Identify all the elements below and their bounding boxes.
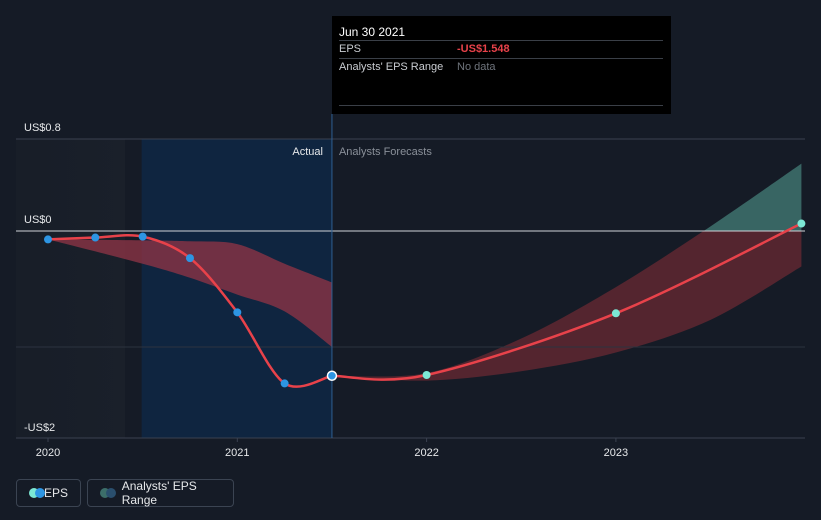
actual-eps-range-band xyxy=(48,239,332,347)
x-axis-label: 2022 xyxy=(414,447,438,459)
legend-eps-label: EPS xyxy=(43,486,68,500)
tooltip-divider xyxy=(339,105,663,106)
tooltip-eps-label: EPS xyxy=(339,43,362,55)
y-axis-label: -US$2 xyxy=(24,422,55,434)
eps-point-forecast xyxy=(422,370,431,379)
range-legend-icon xyxy=(100,488,116,498)
eps-point-forecast xyxy=(611,309,620,318)
eps-legend-icon xyxy=(29,488,45,498)
section-label-forecast: Analysts Forecasts xyxy=(339,146,432,158)
eps-point-actual xyxy=(326,370,338,381)
legend-eps[interactable]: EPS xyxy=(16,479,81,507)
legend-range-label: Analysts' EPS Range xyxy=(121,479,197,507)
eps-point-actual xyxy=(233,308,242,317)
forecast-range-band-positive xyxy=(703,163,802,231)
section-label-actual: Actual xyxy=(292,146,323,158)
eps-point-actual xyxy=(185,254,194,263)
legend-analysts-range[interactable]: Analysts' EPS Range xyxy=(87,479,234,507)
forecast-range-band-negative xyxy=(331,231,802,381)
y-axis-label: US$0 xyxy=(24,214,52,226)
tooltip: Jun 30 2021 EPS -US$1.548 Analysts' EPS … xyxy=(332,16,671,114)
eps-point-actual xyxy=(44,235,52,244)
eps-point-forecast xyxy=(797,219,806,228)
eps-line-forecast xyxy=(330,222,803,381)
tooltip-date: Jun 30 2021 xyxy=(339,25,406,39)
y-axis-label: US$0.8 xyxy=(24,122,61,134)
tooltip-range-row: Analysts' EPS Range No data xyxy=(339,58,663,76)
tooltip-eps-row: EPS -US$1.548 xyxy=(339,40,663,58)
tooltip-range-value: No data xyxy=(457,61,496,73)
x-axis-label: 2021 xyxy=(225,447,249,459)
left-fade xyxy=(16,139,140,438)
x-axis-label: 2020 xyxy=(36,447,60,459)
x-axis-label: 2023 xyxy=(604,447,628,459)
tooltip-range-label: Analysts' EPS Range xyxy=(339,61,444,73)
tooltip-eps-value: -US$1.548 xyxy=(457,43,510,55)
eps-point-actual xyxy=(280,379,289,388)
eps-point-actual xyxy=(138,232,147,241)
eps-point-actual xyxy=(91,233,100,242)
